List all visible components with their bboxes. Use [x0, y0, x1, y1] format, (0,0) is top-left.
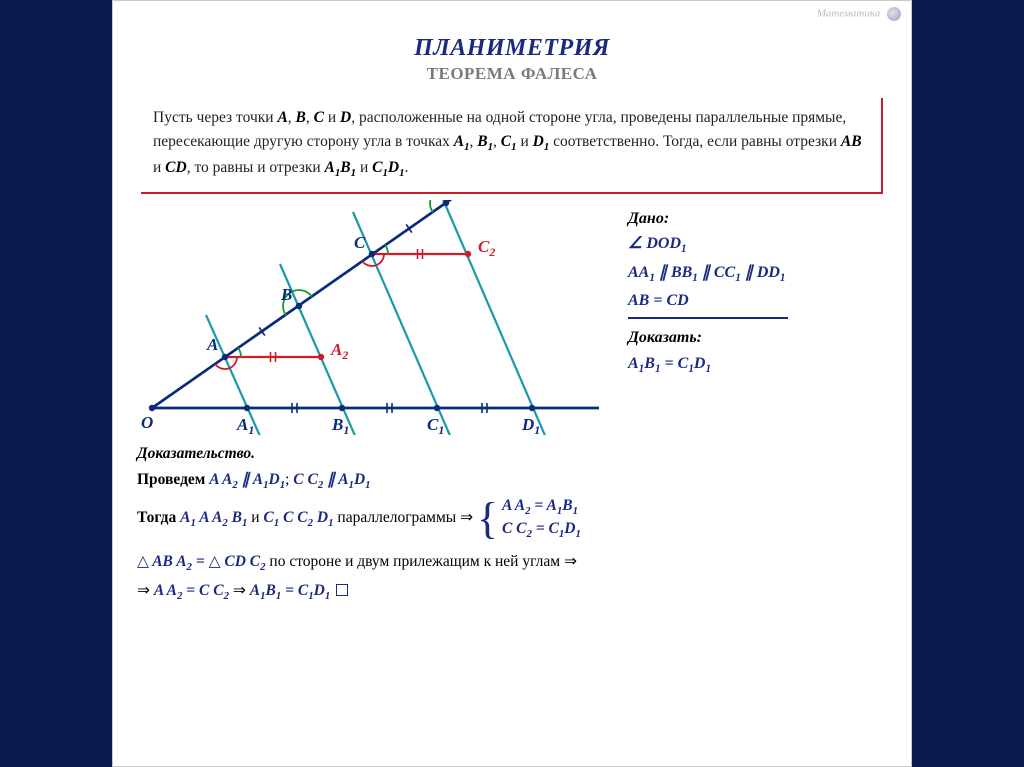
slide-page: Математика ПЛАНИМЕТРИЯ ТЕОРЕМА ФАЛЕСА Пу… — [112, 0, 912, 767]
pt-B1b: B1 — [477, 133, 493, 150]
given-angle: ∠ DOD1 — [628, 231, 887, 259]
pf-l2c: и — [251, 509, 263, 526]
prove-eq: A1B1 = C1D1 — [628, 351, 887, 379]
svg-text:B: B — [280, 285, 292, 304]
proof-line-3: △ AB A2 = △ CD C2 по стороне и двум прил… — [137, 549, 887, 577]
brace-stack: A A2 = A1B1 C C2 = C1D1 — [502, 496, 581, 540]
proof-line-2: Тогда A1 A A2 B1 и C1 C C2 D1 параллелог… — [137, 496, 887, 540]
svg-text:D: D — [426, 200, 439, 204]
seg-A1B1: A1B1 — [325, 159, 357, 176]
stmt-mid2: соответственно. Тогда, если равны отрезк… — [549, 133, 841, 150]
watermark-text: Математика — [817, 8, 880, 20]
page-title: ПЛАНИМЕТРИЯ — [137, 35, 887, 62]
pf-l3b: по стороне и двум прилежащим к ней углам… — [269, 553, 577, 570]
svg-text:A2: A2 — [330, 340, 348, 362]
mid-row: OABCDA1B1C1D1A2C2 Дано: ∠ DOD1 AA1 ∥ BB1… — [137, 200, 887, 440]
pt-A: A — [277, 109, 287, 126]
pf-l2e: параллелограммы ⇒ — [337, 509, 473, 526]
prove-header: Доказать: — [628, 325, 887, 351]
seg-AB: AB — [841, 133, 862, 150]
brace-icon: { — [477, 499, 498, 539]
proof-line-4: ⇒ A A2 = C C2 ⇒ A1B1 = C1D1 — [137, 578, 887, 606]
given-rule — [628, 317, 788, 319]
pt-A1: A1 — [454, 133, 470, 150]
stmt-mid3: , то равны и отрезки — [187, 159, 325, 176]
watermark: Математика — [817, 7, 901, 21]
given-equal: AB = CD — [628, 288, 887, 314]
given-header: Дано: — [628, 206, 887, 232]
svg-text:O: O — [141, 413, 153, 432]
seg-CD: CD — [165, 159, 187, 176]
pf-l1a: Проведем — [137, 471, 209, 488]
pt-B: B — [296, 109, 306, 126]
given-parallel: AA1 ∥ BB1 ∥ CC1 ∥ DD1 — [628, 260, 887, 288]
pt-D1b: D1 — [533, 133, 550, 150]
diagram-column: OABCDA1B1C1D1A2C2 — [137, 200, 612, 440]
watermark-icon — [887, 7, 901, 21]
proof-line-1: Проведем A A2 ∥ A1D1; C C2 ∥ A1D1 — [137, 467, 887, 495]
given-column: Дано: ∠ DOD1 AA1 ∥ BB1 ∥ CC1 ∥ DD1 AB = … — [612, 200, 887, 440]
thales-diagram: OABCDA1B1C1D1A2C2 — [137, 200, 612, 435]
qed-icon — [336, 584, 348, 596]
seg-C1D1: C1D1 — [372, 159, 404, 176]
pt-C1b: C1 — [501, 133, 517, 150]
proof-block: Доказательство. Проведем A A2 ∥ A1D1; C … — [137, 441, 887, 606]
page-subtitle: ТЕОРЕМА ФАЛЕСА — [137, 64, 887, 84]
theorem-statement: Пусть через точки A, B, C и D, расположе… — [141, 98, 883, 194]
stmt-tail: . — [405, 159, 409, 176]
svg-text:C2: C2 — [478, 237, 495, 259]
stmt-lead: Пусть через точки — [153, 109, 277, 126]
svg-text:C: C — [354, 233, 366, 252]
pt-D: D — [340, 109, 351, 126]
proof-header: Доказательство. — [137, 441, 887, 467]
pt-C: C — [314, 109, 324, 126]
pf-l2a: Тогда — [137, 509, 180, 526]
svg-text:A: A — [206, 335, 218, 354]
